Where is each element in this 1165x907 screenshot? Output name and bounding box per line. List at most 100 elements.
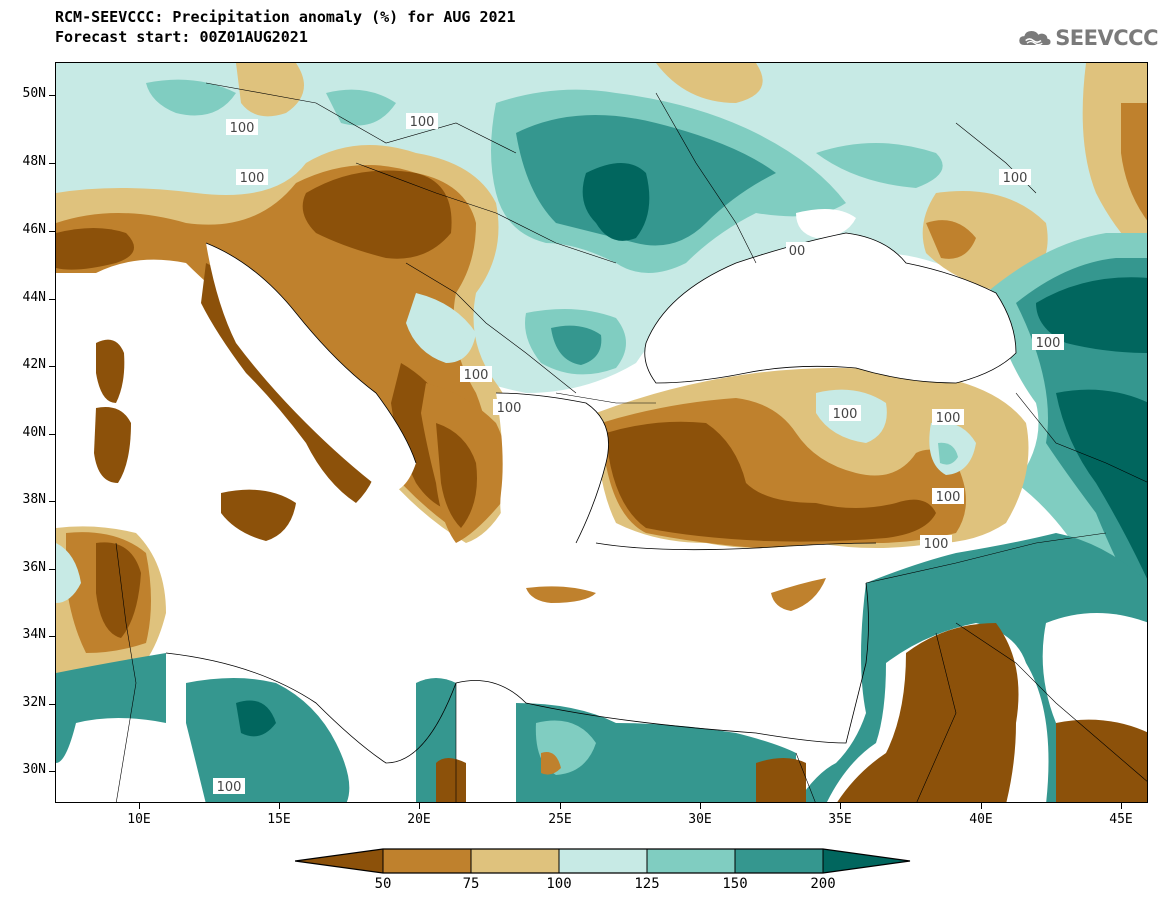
anomaly-region-75-100	[922, 191, 1048, 293]
contour-label: 100	[497, 401, 522, 416]
adriatic-sea	[206, 243, 416, 493]
lat-label: 34N	[22, 627, 46, 642]
contour-label: 100	[230, 121, 255, 136]
lat-label: 38N	[22, 492, 46, 507]
colorbar-label: 125	[634, 876, 660, 892]
lat-tick	[49, 501, 55, 502]
contour-label: 100	[464, 368, 489, 383]
lat-tick	[49, 771, 55, 772]
lon-tick	[419, 803, 420, 809]
anomaly-region-50-75	[541, 752, 561, 775]
colorbar-label: 100	[546, 876, 572, 892]
lat-tick	[49, 434, 55, 435]
anomaly-region-above-200	[236, 700, 276, 737]
colorbar-segment-above-200	[823, 849, 910, 873]
seevccc-logo: SEEVCCC	[1018, 20, 1158, 56]
lat-tick	[49, 95, 55, 96]
anomaly-region-50-75	[1121, 103, 1147, 221]
anomaly-region-below-50	[96, 339, 125, 403]
anomaly-region-below-50	[94, 407, 131, 483]
colorbar-segment-150-200	[735, 849, 823, 873]
anomaly-region-100-125	[56, 543, 81, 603]
cloud-icon	[1019, 30, 1051, 46]
lat-tick	[49, 299, 55, 300]
lon-tick	[279, 803, 280, 809]
lon-label: 40E	[969, 812, 993, 827]
contour-label: 100	[217, 780, 242, 795]
lat-label: 48N	[22, 154, 46, 169]
anomaly-region-150-200	[516, 703, 796, 802]
lon-tick	[981, 803, 982, 809]
lat-tick	[49, 636, 55, 637]
precipitation-map: 100 100 100 100 100 100 100 100 100 100 …	[55, 62, 1148, 803]
lon-label: 20E	[407, 812, 431, 827]
anomaly-region-150-200	[56, 653, 166, 763]
lat-label: 32N	[22, 695, 46, 710]
anomaly-region-below-50	[221, 489, 296, 541]
contour-label: 100	[1036, 336, 1061, 351]
lon-label: 35E	[828, 812, 852, 827]
contour-label: 100	[936, 411, 961, 426]
lon-tick	[700, 803, 701, 809]
lat-label: 46N	[22, 222, 46, 237]
contour-label: 100	[936, 490, 961, 505]
anomaly-region-150-200	[551, 325, 602, 365]
lat-tick	[49, 366, 55, 367]
anomaly-region-75-100	[656, 63, 763, 103]
lat-label: 36N	[22, 560, 46, 575]
logo-text: SEEVCCC	[1055, 26, 1158, 50]
aegean-sea	[496, 393, 609, 557]
contour-label: 100	[410, 115, 435, 130]
lat-label: 42N	[22, 357, 46, 372]
lon-label: 10E	[127, 812, 151, 827]
colorbar-segment-75-100	[471, 849, 559, 873]
colorbar-segment-below-50	[295, 849, 383, 873]
contour-label: 100	[1003, 171, 1028, 186]
anomaly-region-below-50	[606, 421, 936, 542]
country-borders	[115, 82, 1147, 802]
anomaly-region-125-150	[816, 143, 943, 188]
colorbar-label: 150	[722, 876, 748, 892]
colorbar-label: 75	[462, 876, 480, 892]
anomaly-region-150-200	[186, 678, 350, 802]
lat-tick	[49, 163, 55, 164]
black-sea	[644, 233, 1016, 383]
contour-label: 100	[833, 407, 858, 422]
anomaly-region-50-75	[926, 220, 976, 259]
anomaly-region-above-200	[582, 163, 650, 241]
lon-label: 30E	[688, 812, 712, 827]
map-title: RCM-SEEVCCC: Precipitation anomaly (%) f…	[55, 8, 516, 26]
anomaly-region-below-50	[302, 170, 452, 259]
lat-tick	[49, 704, 55, 705]
forecast-start-label: Forecast start: 00Z01AUG2021	[55, 28, 308, 46]
anomaly-region-above-200	[1056, 389, 1147, 579]
anomaly-region-50-75	[771, 578, 826, 611]
colorbar-label: 50	[374, 876, 392, 892]
anomaly-region-below-50	[436, 758, 466, 802]
anomaly-region-100-125	[406, 293, 476, 363]
lat-tick	[49, 569, 55, 570]
colorbar-label: 200	[810, 876, 836, 892]
lat-label: 50N	[22, 86, 46, 101]
anomaly-region-75-100	[236, 63, 304, 117]
anomaly-region-below-50	[756, 758, 806, 802]
contour-label: 100	[924, 537, 949, 552]
lat-label: 40N	[22, 425, 46, 440]
sea-of-azov	[796, 209, 856, 238]
contour-label: 00	[789, 244, 806, 259]
anomaly-region-below-50	[56, 228, 134, 270]
anomaly-region-below-50	[96, 542, 141, 638]
lon-tick	[840, 803, 841, 809]
lat-label: 44N	[22, 290, 46, 305]
anomaly-region-below-50	[837, 623, 1019, 802]
lat-tick	[49, 231, 55, 232]
lon-tick	[560, 803, 561, 809]
colorbar-segment-50-75	[383, 849, 471, 873]
anomaly-field: 100 100 100 100 100 100 100 100 100 100 …	[56, 63, 1147, 802]
lon-label: 45E	[1109, 812, 1133, 827]
anomaly-region-50-75	[526, 586, 596, 603]
contour-label: 100	[240, 171, 265, 186]
lon-label: 15E	[267, 812, 291, 827]
colorbar-segment-100-125	[559, 849, 647, 873]
anomaly-region-125-150	[146, 79, 236, 116]
